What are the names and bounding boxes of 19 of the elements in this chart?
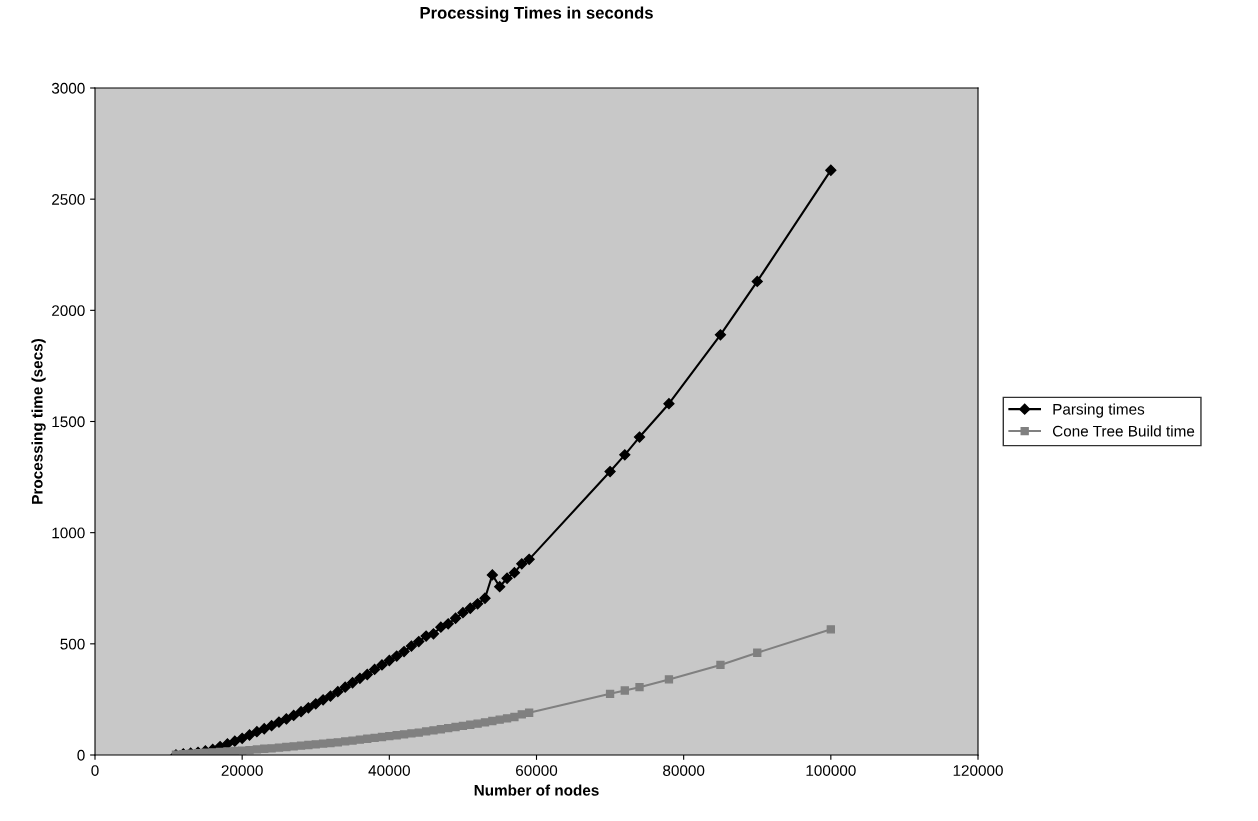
x-tick-label: 80000	[663, 765, 705, 776]
chart-title: Processing Times in seconds	[420, 6, 653, 23]
y-tick-label: 3000	[51, 82, 85, 94]
x-tick-label: 100000	[806, 765, 856, 776]
y-tick-label: 1000	[52, 527, 85, 539]
legend-label: Cone Tree Build time	[1052, 425, 1195, 437]
y-tick-label: 2500	[52, 194, 85, 205]
x-axis-title: Number of nodes	[474, 784, 599, 796]
x-tick-label: 20000	[221, 765, 263, 776]
y-axis-title: Processing time (secs)	[31, 339, 46, 504]
y-tick-label: 1500	[52, 416, 85, 428]
x-tick-label: 60000	[516, 765, 558, 776]
y-tick-label: 0	[77, 749, 85, 761]
y-tick-label: 2000	[52, 305, 85, 317]
x-tick-label: 120000	[953, 765, 1003, 776]
x-tick-label: 0	[91, 765, 99, 776]
legend-label: Parsing times	[1053, 403, 1145, 418]
y-tick-label: 500	[60, 638, 85, 650]
x-tick-label: 40000	[368, 765, 410, 776]
